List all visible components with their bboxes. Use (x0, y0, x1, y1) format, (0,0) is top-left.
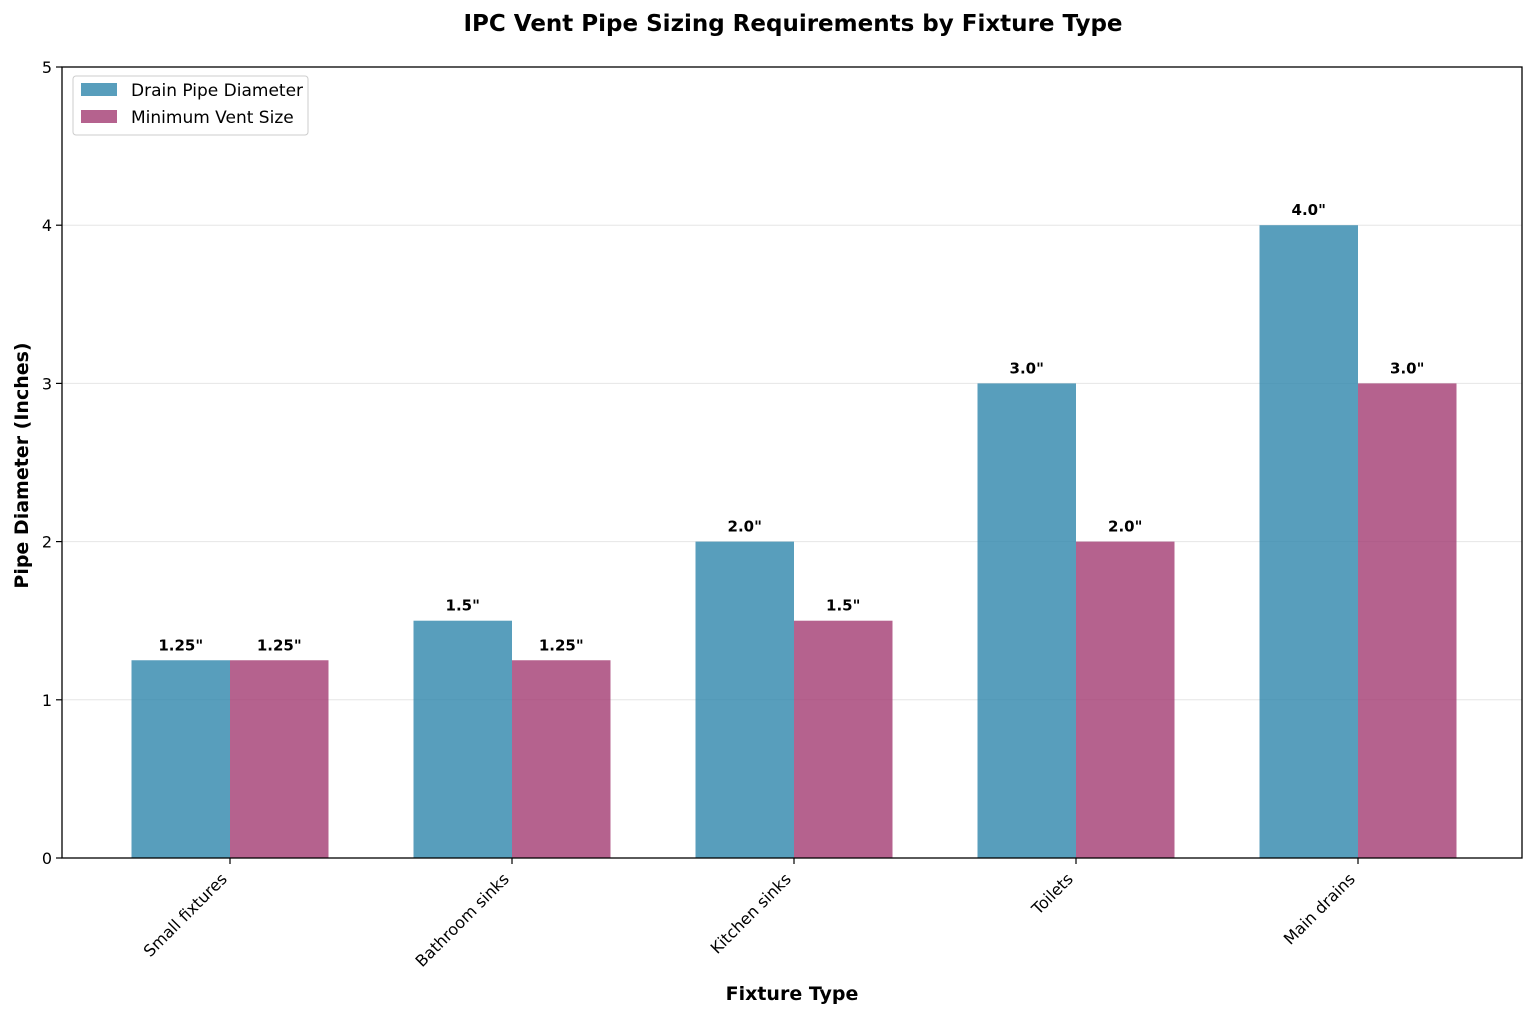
legend-label-drain: Drain Pipe Diameter (131, 81, 303, 101)
x-axis-ticks: Small fixtures Bathroom sinks Kitchen sink… (140, 858, 1359, 971)
y-tick-label: 4 (42, 216, 52, 235)
y-tick-label: 1 (42, 691, 52, 710)
bar-drain-main-drains (1259, 225, 1358, 858)
data-label: 1.25" (257, 636, 302, 654)
data-label: 1.5" (446, 597, 480, 615)
data-label: 4.0" (1292, 201, 1326, 219)
bar-drain-small-fixtures (131, 660, 230, 858)
chart-title: IPC Vent Pipe Sizing Requirements by Fix… (463, 11, 1122, 37)
data-label: 1.25" (158, 636, 203, 654)
y-tick-label: 0 (42, 849, 52, 868)
y-tick-label: 3 (42, 374, 52, 393)
x-tick-label: Main drains (1280, 869, 1359, 948)
x-axis-label: Fixture Type (726, 983, 859, 1005)
x-tick-label: Bathroom sinks (412, 869, 513, 970)
x-tick-label: Toilets (1027, 869, 1077, 919)
x-tick-label: Small fixtures (140, 869, 231, 960)
bar-drain-bathroom-sinks (413, 620, 512, 858)
data-labels: 1.25" 1.25" 1.5" 1.25" 2.0" 1.5" 3.0" 2.0" 4.0" 3… (158, 201, 1424, 654)
data-label: 2.0" (728, 518, 762, 536)
bar-drain-kitchen-sinks (695, 541, 794, 858)
bar-vent-bathroom-sinks (512, 660, 611, 858)
bars (131, 225, 1457, 858)
bar-vent-toilets (1076, 541, 1175, 858)
bar-vent-main-drains (1358, 383, 1457, 858)
legend-swatch-drain (81, 83, 117, 96)
data-label: 3.0" (1010, 359, 1044, 377)
data-label: 1.5" (826, 597, 860, 615)
data-label: 1.25" (539, 636, 584, 654)
data-label: 3.0" (1390, 359, 1424, 377)
y-tick-label: 5 (42, 58, 52, 77)
bar-drain-toilets (977, 383, 1076, 858)
x-tick-label: Kitchen sinks (707, 869, 795, 957)
y-axis-label: Pipe Diameter (Inches) (11, 342, 33, 588)
legend-label-vent: Minimum Vent Size (131, 108, 294, 128)
legend: Drain Pipe Diameter Minimum Vent Size (72, 75, 309, 136)
bar-vent-kitchen-sinks (794, 620, 893, 858)
plot-frame (61, 66, 1523, 859)
bar-vent-small-fixtures (230, 660, 329, 858)
y-tick-label: 2 (42, 533, 52, 552)
data-label: 2.0" (1108, 518, 1142, 536)
legend-swatch-vent (81, 110, 117, 123)
y-axis-ticks: 0 1 2 3 4 5 (42, 58, 62, 868)
legend-box (72, 75, 309, 136)
